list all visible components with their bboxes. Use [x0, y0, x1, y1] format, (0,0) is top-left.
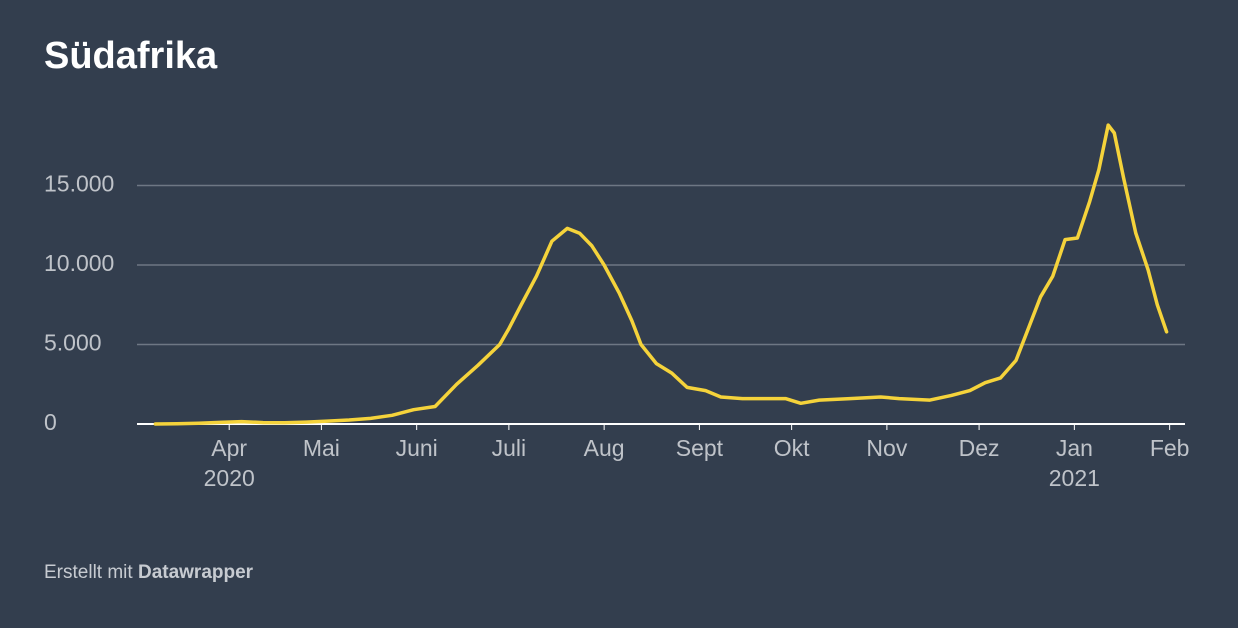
x-year-label: 2020 — [204, 465, 255, 491]
x-tick-label: Juni — [396, 435, 438, 461]
x-tick-label: Okt — [774, 435, 810, 461]
y-tick-label: 5.000 — [44, 330, 102, 356]
x-tick-label: Feb — [1150, 435, 1190, 461]
x-tick-label: Juli — [492, 435, 527, 461]
x-tick-label: Apr — [211, 435, 247, 461]
footer: Erstellt mit Datawrapper — [44, 562, 254, 583]
x-tick-label: Dez — [959, 435, 1000, 461]
footer-prefix: Erstellt mit — [44, 562, 133, 583]
chart-title: Südafrika — [44, 35, 218, 77]
y-tick-label: 0 — [44, 409, 57, 435]
x-tick-label: Jan — [1056, 435, 1093, 461]
y-tick-label: 15.000 — [44, 171, 114, 197]
x-tick-label: Nov — [866, 435, 907, 461]
x-tick-label: Mai — [303, 435, 340, 461]
y-tick-label: 10.000 — [44, 250, 114, 276]
footer-brand: Datawrapper — [138, 562, 254, 583]
x-tick-label: Sept — [676, 435, 724, 461]
data-line — [153, 123, 1169, 426]
x-tick-label: Aug — [584, 435, 625, 461]
x-year-label: 2021 — [1049, 465, 1100, 491]
